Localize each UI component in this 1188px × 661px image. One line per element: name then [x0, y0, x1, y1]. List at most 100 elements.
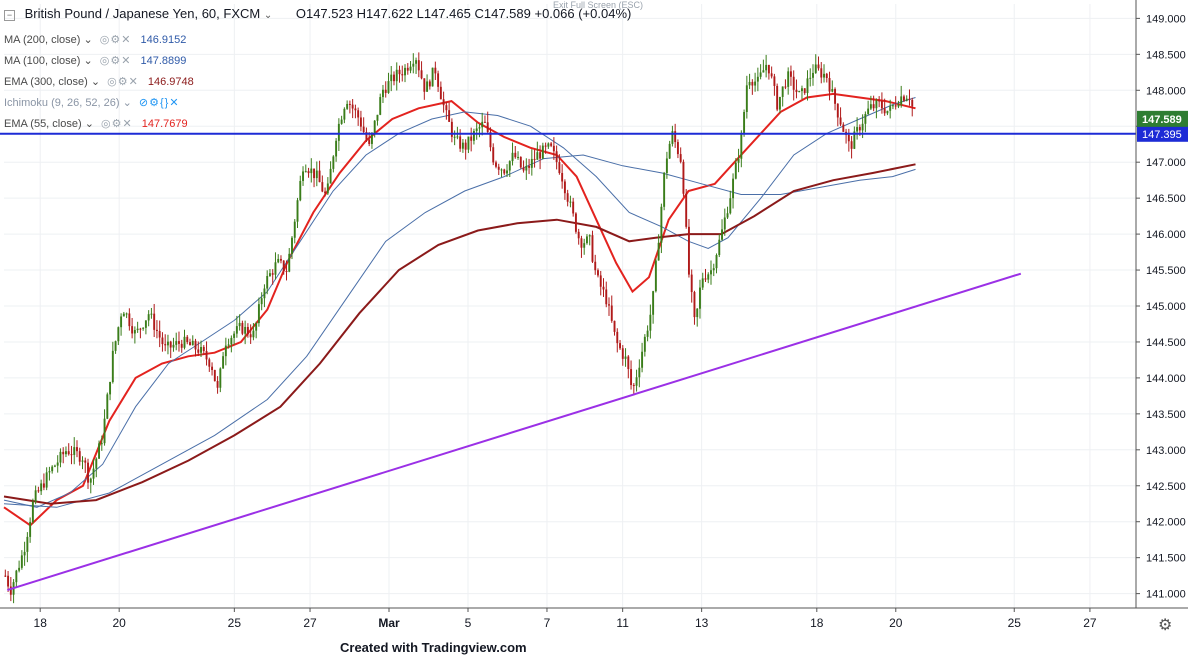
candle-body	[903, 96, 905, 101]
candle-body	[9, 586, 12, 595]
candle-body	[194, 340, 197, 350]
candle-body	[712, 268, 715, 271]
candle-body	[255, 323, 258, 331]
candle-body	[613, 320, 616, 332]
chevron-down-icon[interactable]: ⌄	[263, 10, 273, 21]
candle-body	[699, 287, 701, 309]
candle-body	[478, 127, 481, 129]
candle-body	[889, 106, 892, 111]
last-price-badge	[1137, 110, 1188, 127]
candle-body	[508, 161, 511, 171]
candle-body	[398, 69, 401, 75]
candle-body	[109, 381, 112, 395]
x-tick-label: 5	[465, 616, 472, 630]
candle-body	[740, 134, 743, 159]
candle-body	[423, 78, 426, 92]
candle-body	[638, 367, 641, 378]
indicator-ema300[interactable]: EMA (300, close) ⌄ ◎⚙✕ 146.9748	[4, 75, 194, 88]
candle-body	[671, 131, 674, 144]
indicator-label: MA (200, close)	[4, 34, 81, 46]
price-axis[interactable]: 141.000 141.500 142.000 142.500 143.000 143.5…	[1135, 0, 1188, 661]
candle-body	[737, 158, 740, 163]
candle-body	[202, 347, 205, 352]
indicator-buttons-icon[interactable]: ⊘⚙{}✕	[138, 97, 180, 109]
indicator-ema55[interactable]: EMA (55, close) ⌄ ◎⚙✕ 147.7679	[4, 117, 188, 130]
candle-body	[180, 343, 183, 348]
candle-body	[406, 67, 409, 71]
gear-icon[interactable]: ⚙	[1158, 617, 1173, 634]
candle-body	[696, 308, 699, 318]
candle-body	[574, 213, 577, 232]
time-axis[interactable]: 18 20 25 27 Mar 5 7 11 13 18 20 25 27	[0, 607, 1188, 630]
candle-body	[131, 326, 134, 334]
indicator-buttons-icon[interactable]: ◎⚙✕	[107, 76, 139, 88]
indicator-ichimoku[interactable]: Ichimoku (9, 26, 52, 26) ⌄ ⊘⚙{}✕	[4, 96, 180, 109]
candle-body	[293, 221, 296, 238]
candle-body	[759, 72, 762, 77]
candle-body	[359, 117, 362, 127]
candle-body	[842, 124, 845, 132]
candle-body	[230, 337, 233, 345]
y-tick-label: 144.500	[1146, 337, 1186, 349]
candle-body	[825, 73, 828, 78]
candle-body	[227, 344, 230, 346]
indicator-buttons-icon[interactable]: ◎⚙✕	[100, 118, 133, 130]
candle-body	[15, 570, 18, 583]
candle-body	[67, 451, 70, 455]
symbol-title[interactable]: British Pound / Japanese Yen, 60, FXCM	[24, 6, 261, 21]
candle-body	[213, 370, 216, 382]
chevron-down-icon[interactable]: ⌄	[83, 34, 93, 46]
chevron-down-icon[interactable]: ⌄	[90, 76, 101, 88]
candle-body	[602, 286, 605, 290]
y-tick-label: 143.000	[1146, 445, 1186, 457]
y-tick-label: 145.500	[1146, 265, 1186, 277]
candle-body	[809, 77, 812, 79]
candle-body	[257, 304, 260, 324]
candle-body	[84, 460, 87, 463]
candle-body	[778, 96, 781, 110]
candle-body	[594, 261, 597, 271]
indicator-ma200[interactable]: MA (200, close) ⌄ ◎⚙✕ 146.9152	[4, 33, 186, 46]
indicator-buttons-icon[interactable]: ◎⚙✕	[99, 34, 132, 46]
candle-body	[142, 327, 145, 329]
candle-body	[665, 158, 668, 173]
candle-body	[674, 131, 677, 143]
collapse-icon[interactable]: −	[4, 10, 15, 21]
indicator-ma100[interactable]: MA (100, close) ⌄ ◎⚙✕ 147.8899	[4, 54, 186, 67]
candle-body	[627, 356, 630, 370]
candle-body	[70, 454, 73, 456]
y-tick-label: 142.000	[1146, 517, 1186, 529]
candle-body	[100, 443, 103, 445]
candle-body	[412, 63, 415, 67]
y-tick-label: 144.000	[1146, 373, 1186, 385]
indicator-buttons-icon[interactable]: ◎⚙✕	[99, 55, 132, 67]
chevron-down-icon[interactable]: ⌄	[83, 55, 93, 67]
candle-body	[401, 74, 404, 76]
candle-body	[839, 117, 842, 125]
candle-body	[729, 198, 732, 214]
chart-header: − British Pound / Japanese Yen, 60, FXCM…	[4, 6, 631, 21]
candle-body	[461, 142, 464, 149]
price-bars	[4, 52, 914, 604]
candle-body	[486, 122, 489, 133]
candle-body	[481, 121, 484, 128]
candle-body	[726, 213, 729, 218]
candle-body	[475, 128, 478, 131]
chevron-down-icon[interactable]: ⌄	[122, 97, 132, 109]
candle-body	[878, 100, 881, 102]
candle-body	[178, 341, 180, 344]
y-tick-label: 142.500	[1146, 481, 1186, 493]
candle-body	[831, 89, 834, 92]
candle-body	[45, 472, 48, 488]
exit-fullscreen-label[interactable]: Exit Full Screen (ESC)	[553, 0, 644, 10]
candle-body	[784, 86, 787, 88]
y-tick-label: 147.000	[1146, 157, 1186, 169]
candle-body	[530, 158, 533, 168]
chevron-down-icon[interactable]: ⌄	[84, 118, 94, 130]
candle-body	[754, 81, 757, 86]
candle-body	[872, 104, 875, 109]
candle-body	[539, 152, 542, 159]
candle-body	[92, 468, 95, 479]
candle-body	[390, 74, 393, 82]
